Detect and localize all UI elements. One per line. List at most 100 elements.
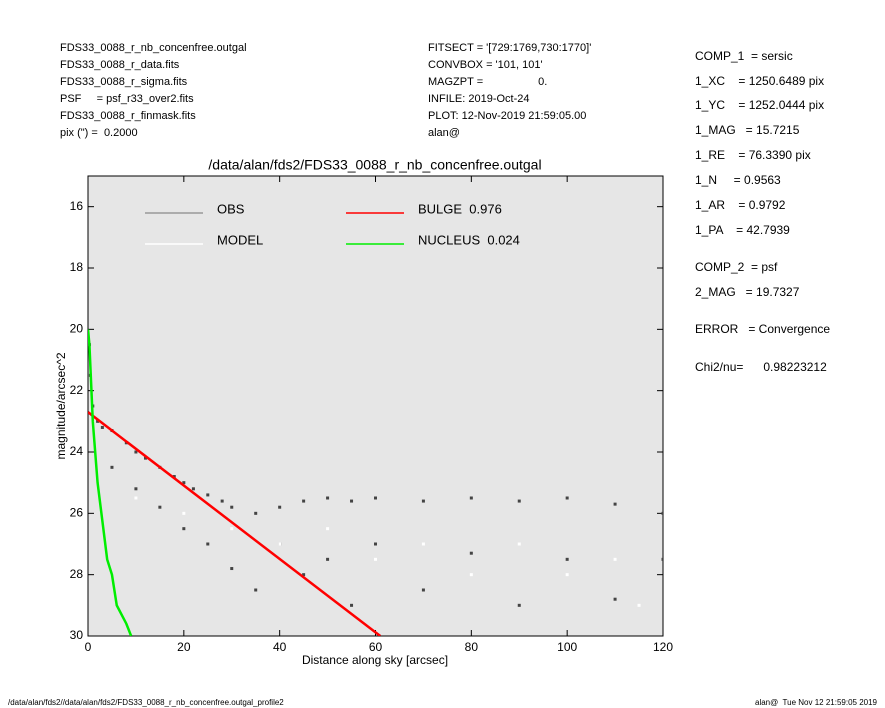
data-point <box>565 557 569 561</box>
header-line: CONVBOX = '101, 101' <box>428 59 543 71</box>
data-point <box>172 475 176 479</box>
data-point <box>206 493 210 497</box>
data-point <box>254 511 258 515</box>
fit-parameter: 1_MAG = 15.7215 <box>695 123 800 137</box>
data-point <box>220 499 224 503</box>
data-point <box>469 551 473 555</box>
data-point <box>230 505 234 509</box>
data-point <box>158 505 162 509</box>
y-tick-label: 18 <box>70 260 84 274</box>
x-tick-label: 120 <box>653 640 673 654</box>
header-line: PLOT: 12-Nov-2019 21:59:05.00 <box>428 110 586 122</box>
header-line: MAGZPT = 0. <box>428 76 547 88</box>
data-point <box>182 511 186 515</box>
data-point <box>134 487 138 491</box>
y-tick-label: 16 <box>70 199 84 213</box>
x-tick-label: 60 <box>369 640 383 654</box>
fit-parameter: 1_N = 0.9563 <box>695 173 781 187</box>
fit-parameter: 1_RE = 76.3390 pix <box>695 148 811 162</box>
y-tick-label: 20 <box>70 322 84 336</box>
data-point <box>230 527 234 531</box>
y-tick-label: 28 <box>70 567 84 581</box>
header-line: pix (") = 0.2000 <box>60 127 138 139</box>
fit-parameter: COMP_2 = psf <box>695 260 778 274</box>
data-point <box>613 597 617 601</box>
fit-parameter: 1_XC = 1250.6489 pix <box>695 74 824 88</box>
plot-area <box>87 175 664 637</box>
legend-label: MODEL <box>217 232 263 247</box>
x-tick-label: 80 <box>465 640 479 654</box>
data-point <box>182 527 186 531</box>
data-point <box>326 496 330 500</box>
data-point <box>565 573 569 577</box>
data-point <box>182 481 186 485</box>
data-point <box>350 499 354 503</box>
data-point <box>637 603 641 607</box>
data-point <box>421 588 425 592</box>
data-point <box>661 557 663 561</box>
x-tick-label: 100 <box>557 640 577 654</box>
header-line: PSF = psf_r33_over2.fits <box>60 93 194 105</box>
data-point <box>134 496 138 500</box>
data-point <box>661 511 663 515</box>
data-point <box>374 496 377 500</box>
header-line: FDS33_0088_r_finmask.fits <box>60 110 196 122</box>
header-line: FDS33_0088_r_sigma.fits <box>60 76 188 88</box>
data-point <box>326 557 330 561</box>
data-point <box>206 542 210 546</box>
legend-label: BULGE 0.976 <box>418 201 502 216</box>
fit-parameter: ERROR = Convergence <box>695 322 830 336</box>
data-point <box>565 496 569 500</box>
x-tick-label: 40 <box>273 640 287 654</box>
data-point <box>110 465 114 469</box>
x-axis-label: Distance along sky [arcsec] <box>302 653 448 667</box>
data-point <box>421 542 425 546</box>
data-point <box>134 450 138 454</box>
data-point <box>302 499 306 503</box>
data-point <box>96 419 100 423</box>
data-point <box>254 588 258 592</box>
y-tick-label: 26 <box>70 506 84 520</box>
chart-title: /data/alan/fds2/FDS33_0088_r_nb_concenfr… <box>208 157 541 173</box>
footer-left: /data/alan/fds2//data/alan/fds2/FDS33_00… <box>8 698 284 707</box>
header-line: INFILE: 2019-Oct-24 <box>428 93 530 105</box>
data-point <box>613 502 617 506</box>
footer-right: alan@ Tue Nov 12 21:59:05 2019 <box>755 698 878 707</box>
x-tick-label: 0 <box>85 640 92 654</box>
x-tick-label: 20 <box>177 640 191 654</box>
data-point <box>100 425 104 429</box>
fit-parameter: COMP_1 = sersic <box>695 49 793 63</box>
data-point <box>350 603 354 607</box>
data-point <box>302 573 306 577</box>
data-point <box>613 557 617 561</box>
legend-label: OBS <box>217 201 245 216</box>
legend-label: NUCLEUS 0.024 <box>418 232 520 247</box>
data-point <box>517 499 521 503</box>
data-point <box>517 603 521 607</box>
fit-parameter: Chi2/nu= 0.98223212 <box>695 360 827 374</box>
data-point <box>191 487 195 491</box>
profile-line <box>88 411 382 636</box>
y-axis-label: magnitude/arcsec^2 <box>54 352 68 459</box>
y-tick-label: 22 <box>70 383 84 397</box>
y-tick-label: 24 <box>70 444 84 458</box>
y-tick-label: 30 <box>70 628 84 642</box>
data-point <box>230 567 234 571</box>
data-point <box>374 542 377 546</box>
data-point <box>469 573 473 577</box>
data-point <box>469 496 473 500</box>
fit-parameter: 1_AR = 0.9792 <box>695 198 786 212</box>
fit-parameter: 1_YC = 1252.0444 pix <box>695 98 824 112</box>
fit-parameter: 2_MAG = 19.7327 <box>695 285 800 299</box>
header-line: FDS33_0088_r_data.fits <box>60 59 180 71</box>
data-point <box>421 499 425 503</box>
data-point <box>144 456 147 460</box>
header-line: FITSECT = '[729:1769,730:1770]' <box>428 42 591 54</box>
data-point <box>374 557 377 561</box>
header-line: alan@ <box>428 127 460 139</box>
data-point <box>278 542 282 546</box>
header-line: FDS33_0088_r_nb_concenfree.outgal <box>60 42 247 54</box>
data-point <box>326 527 330 531</box>
data-point <box>278 505 282 509</box>
